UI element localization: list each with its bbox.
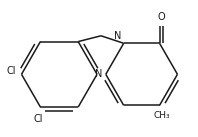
Text: N: N <box>114 31 122 41</box>
Text: CH₃: CH₃ <box>153 111 170 120</box>
Text: O: O <box>157 12 165 22</box>
Text: Cl: Cl <box>34 114 43 124</box>
Text: N: N <box>95 69 103 79</box>
Text: Cl: Cl <box>6 66 16 76</box>
